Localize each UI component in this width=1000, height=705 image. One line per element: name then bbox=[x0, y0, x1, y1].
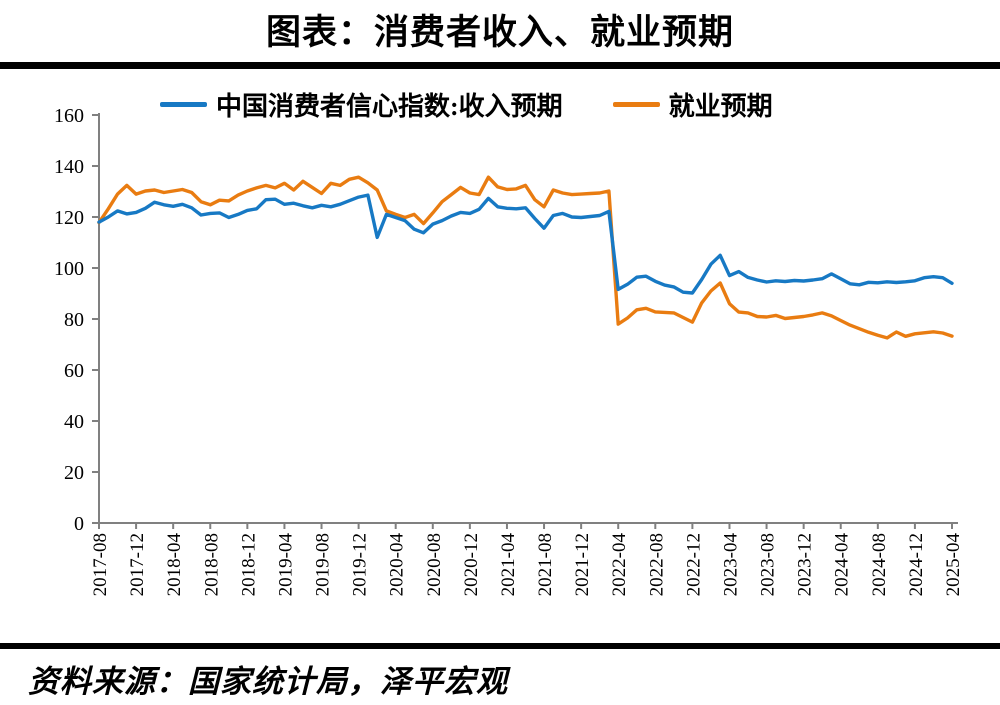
x-axis-tick-label: 2022-12 bbox=[683, 533, 704, 596]
x-axis-tick-label: 2022-08 bbox=[646, 533, 667, 596]
x-axis-tick-label: 2020-08 bbox=[424, 533, 445, 596]
page-title: 图表：消费者收入、就业预期 bbox=[265, 13, 734, 52]
x-axis-tick-label: 2019-12 bbox=[350, 533, 371, 596]
chart-canvas: 0 20 40 60 80 100 120 140 160 2017-08 2017-12 2018-… bbox=[54, 105, 964, 597]
x-axis-tick-label: 2024-08 bbox=[869, 533, 890, 596]
x-axis-tick-label: 2018-08 bbox=[201, 533, 222, 596]
y-axis-tick-label: 100 bbox=[54, 258, 84, 280]
bottom-rule bbox=[0, 643, 1000, 649]
x-axis-tick-label: 2024-12 bbox=[906, 533, 927, 596]
top-rule bbox=[0, 62, 1000, 69]
y-axis-tick-label: 80 bbox=[64, 309, 84, 331]
x-axis-tick-label: 2018-04 bbox=[164, 533, 185, 597]
legend-item-income: 中国消费者信心指数:收入预期 bbox=[160, 86, 563, 123]
legend-label-income: 中国消费者信心指数:收入预期 bbox=[216, 92, 563, 121]
legend-label-employment: 就业预期 bbox=[668, 92, 773, 121]
employment-line-swatch-icon bbox=[612, 102, 660, 107]
income-line-swatch-icon bbox=[160, 102, 207, 107]
y-axis-tick-label: 40 bbox=[64, 411, 84, 433]
x-axis-tick-label: 2021-08 bbox=[535, 533, 556, 596]
x-axis-tick-label: 2019-08 bbox=[313, 533, 334, 596]
x-axis-tick-label: 2023-12 bbox=[795, 533, 816, 596]
y-axis-tick-label: 160 bbox=[54, 105, 84, 127]
x-axis-tick-label: 2018-12 bbox=[238, 533, 259, 596]
x-axis-tick-label: 2023-08 bbox=[758, 533, 779, 596]
y-axis-tick-label: 0 bbox=[74, 513, 84, 535]
y-axis-tick-label: 120 bbox=[54, 207, 84, 229]
x-axis-tick-label: 2020-04 bbox=[387, 533, 408, 597]
chart-legend: 中国消费者信心指数:收入预期 就业预期 bbox=[160, 86, 773, 123]
legend-item-employment: 就业预期 bbox=[612, 86, 773, 123]
x-axis-tick-label: 2024-04 bbox=[832, 533, 853, 597]
x-axis-tick-label: 2023-04 bbox=[720, 533, 741, 597]
x-axis-tick-label: 2022-04 bbox=[609, 533, 630, 597]
x-axis-tick-label: 2025-04 bbox=[943, 533, 964, 597]
x-axis-tick-label: 2021-04 bbox=[498, 533, 519, 597]
source-note: 资料来源：国家统计局，泽平宏观 bbox=[28, 664, 508, 699]
plot-area: 0 20 40 60 80 100 120 140 160 2017-08 2017-12 2018-… bbox=[54, 105, 964, 597]
y-axis-tick-label: 20 bbox=[64, 462, 84, 484]
x-axis-tick-label: 2019-04 bbox=[275, 533, 296, 597]
x-axis-tick-label: 2017-12 bbox=[127, 533, 148, 596]
y-axis-tick-label: 60 bbox=[64, 360, 84, 382]
series-line-income bbox=[97, 193, 954, 295]
x-axis-tick-label: 2017-08 bbox=[90, 533, 111, 596]
series-line-employment bbox=[97, 175, 954, 340]
x-axis-tick-label: 2021-12 bbox=[572, 533, 593, 596]
x-axis-tick-label: 2020-12 bbox=[461, 533, 482, 596]
y-axis-tick-label: 140 bbox=[54, 156, 84, 178]
